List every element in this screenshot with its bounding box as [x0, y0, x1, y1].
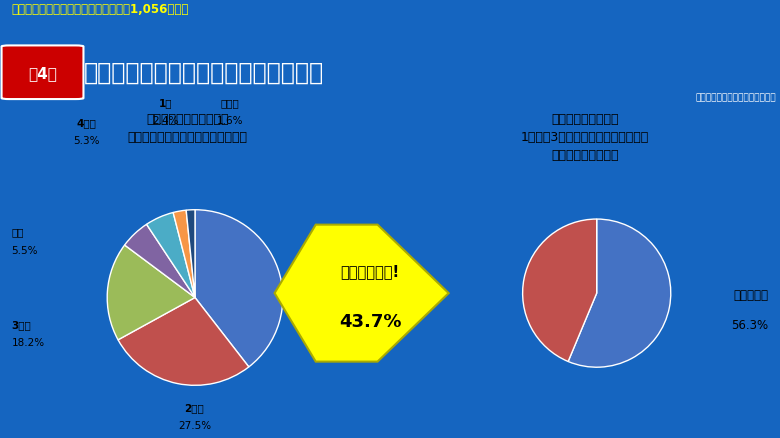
Text: 18.2%: 18.2% — [12, 338, 44, 348]
Text: 4カ月: 4カ月 — [76, 118, 97, 128]
FancyBboxPatch shape — [2, 46, 83, 100]
Text: 新車を購入したことのある全国の男女1,056人対象: 新車を購入したことのある全国の男女1,056人対象 — [12, 3, 189, 16]
Text: 56.3%: 56.3% — [731, 318, 768, 331]
Text: 5.3%: 5.3% — [73, 136, 100, 146]
Text: 約4割: 約4割 — [28, 66, 58, 81]
Text: 1年: 1年 — [159, 98, 172, 108]
Text: 知っていた: 知っていた — [733, 288, 768, 301]
Wedge shape — [107, 245, 195, 340]
Wedge shape — [125, 225, 195, 298]
Wedge shape — [173, 211, 195, 298]
Text: カーリースの定額カルモくん調べ: カーリースの定額カルモくん調べ — [696, 93, 776, 102]
Text: 1.6%: 1.6% — [217, 116, 243, 126]
Text: 新車の契約から納車まで
どのくらいの期間が必要でしたか？: 新車の契約から納車まで どのくらいの期間が必要でしたか？ — [127, 113, 247, 144]
Wedge shape — [147, 213, 195, 298]
Text: その他: その他 — [221, 98, 239, 108]
Text: 新車は通常納車まで
1か月〜3カ月といわれていますが、
知っていましたか？: 新車は通常納車まで 1か月〜3カ月といわれていますが、 知っていましたか？ — [521, 113, 649, 162]
Wedge shape — [186, 210, 195, 298]
Text: 納車まで期間があることを知らない！: 納車まで期間があることを知らない！ — [84, 61, 324, 85]
Text: 2カ月: 2カ月 — [185, 402, 204, 412]
Text: 2.4%: 2.4% — [152, 116, 179, 126]
Wedge shape — [568, 219, 671, 367]
Text: 3カ月: 3カ月 — [12, 319, 31, 329]
Text: 1カ月: 1カ月 — [335, 227, 354, 237]
Wedge shape — [195, 210, 283, 367]
Text: 43.7%: 43.7% — [339, 312, 401, 330]
Polygon shape — [275, 225, 448, 362]
Wedge shape — [118, 298, 249, 385]
Text: 27.5%: 27.5% — [178, 420, 211, 430]
Text: 5.5%: 5.5% — [12, 245, 38, 255]
Text: 39.5%: 39.5% — [335, 245, 367, 255]
Text: 半年: 半年 — [12, 227, 24, 237]
Wedge shape — [523, 219, 597, 362]
Text: 知らなかった!: 知らなかった! — [340, 263, 399, 278]
